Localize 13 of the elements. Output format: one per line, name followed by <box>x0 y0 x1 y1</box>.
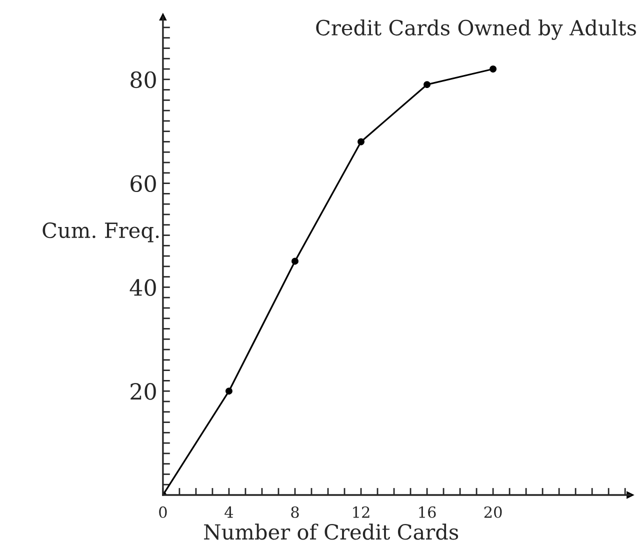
x-tick-label: 4 <box>224 506 234 518</box>
x-tick-label: 0 <box>159 506 167 518</box>
x-tick-label: 12 <box>353 506 370 518</box>
x-tick-label: 20 <box>484 506 502 518</box>
x-axis-title: Number of Credit Cards <box>204 524 458 540</box>
y-tick-label: 40 <box>130 279 156 296</box>
y-axis-title: Cum. Freq. <box>42 222 159 242</box>
x-tick-label: 16 <box>419 506 436 518</box>
y-tick-label: 60 <box>130 175 156 192</box>
y-tick-label: 80 <box>130 71 156 88</box>
y-tick-label: 20 <box>130 383 156 400</box>
chart-title: Credit Cards Owned by Adults <box>316 19 636 40</box>
x-tick-label: 8 <box>291 506 299 518</box>
